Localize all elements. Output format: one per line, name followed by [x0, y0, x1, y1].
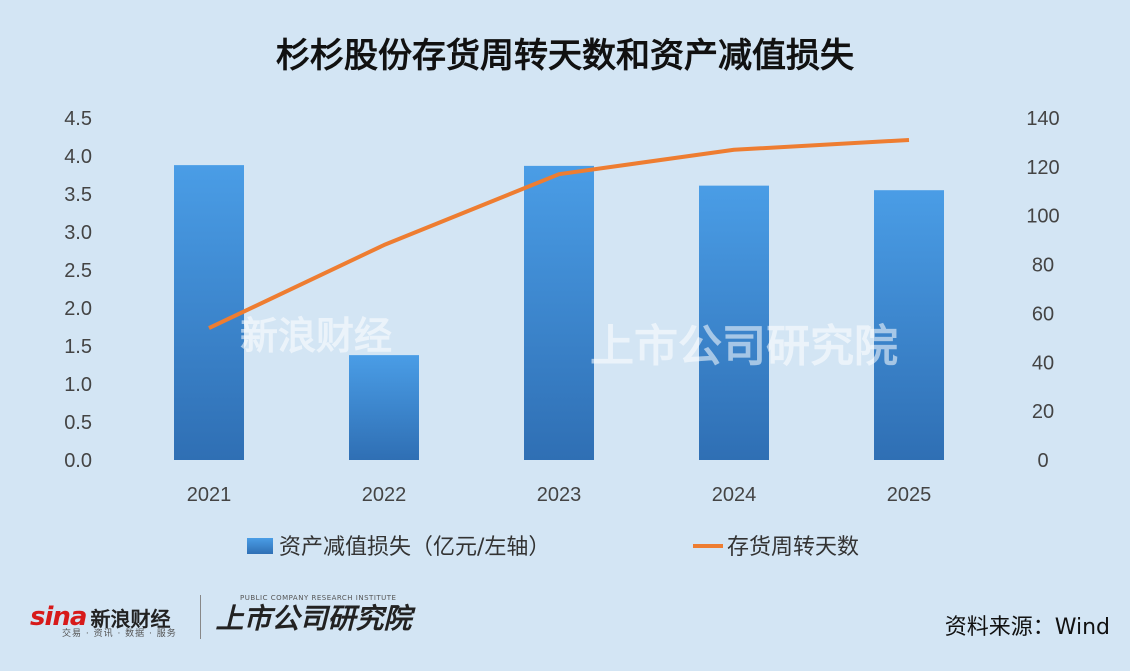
- institute-tagline: PUBLIC COMPANY RESEARCH INSTITUTE: [240, 594, 397, 602]
- legend-bar-label: 资产减值损失（亿元/左轴）: [279, 535, 550, 560]
- x-tick-label: 2024: [712, 484, 757, 506]
- left-tick-label: 3.5: [64, 184, 92, 206]
- sina-logo: sina: [30, 602, 87, 632]
- right-tick-label: 0: [1037, 450, 1048, 472]
- chart-title: 杉杉股份存货周转天数和资产减值损失: [276, 36, 854, 76]
- bar-2025: [874, 190, 944, 460]
- x-tick-label: 2022: [362, 484, 407, 506]
- right-tick-label: 140: [1026, 108, 1059, 130]
- right-axis-ticks: 0 20 40 60 80 100 120 140: [1026, 108, 1059, 472]
- left-tick-label: 1.5: [64, 336, 92, 358]
- legend: 资产减值损失（亿元/左轴） 存货周转天数: [247, 535, 859, 560]
- left-tick-label: 3.0: [64, 222, 92, 244]
- right-tick-label: 40: [1032, 352, 1054, 374]
- left-tick-label: 1.0: [64, 374, 92, 396]
- legend-line-label: 存货周转天数: [727, 535, 859, 560]
- legend-bar-swatch: [247, 538, 273, 554]
- right-tick-label: 80: [1032, 255, 1054, 277]
- right-tick-label: 100: [1026, 206, 1059, 228]
- x-axis-ticks: 2021 2022 2023 2024 2025: [187, 484, 932, 506]
- left-tick-label: 0.0: [64, 450, 92, 472]
- bar-series: [174, 165, 944, 460]
- left-tick-label: 2.5: [64, 260, 92, 282]
- source-note: 资料来源：Wind: [944, 615, 1110, 640]
- x-tick-label: 2023: [537, 484, 582, 506]
- left-tick-label: 0.5: [64, 412, 92, 434]
- left-tick-label: 4.0: [64, 146, 92, 168]
- left-tick-label: 2.0: [64, 298, 92, 320]
- institute-name: 上市公司研究院: [215, 602, 412, 635]
- left-axis-ticks: 0.0 0.5 1.0 1.5 2.0 2.5 3.0 3.5 4.0 4.5: [64, 108, 92, 472]
- bar-2023: [524, 165, 594, 460]
- bar-2024: [699, 185, 769, 460]
- right-tick-label: 20: [1032, 401, 1054, 423]
- left-tick-label: 4.5: [64, 108, 92, 130]
- x-tick-label: 2025: [887, 484, 932, 506]
- right-tick-label: 60: [1032, 303, 1054, 325]
- bar-2021: [174, 165, 244, 460]
- sina-tagline: 交易 · 资讯 · 数据 · 服务: [62, 629, 177, 639]
- x-tick-label: 2021: [187, 484, 232, 506]
- bar-2022: [349, 355, 419, 460]
- logo-divider: [200, 595, 202, 639]
- line-series: [208, 137, 910, 330]
- brand-logos: sina 新浪财经 交易 · 资讯 · 数据 · 服务 上市公司研究院 PUBL…: [30, 592, 411, 642]
- sina-name: 新浪财经: [90, 606, 171, 631]
- right-tick-label: 120: [1026, 157, 1059, 179]
